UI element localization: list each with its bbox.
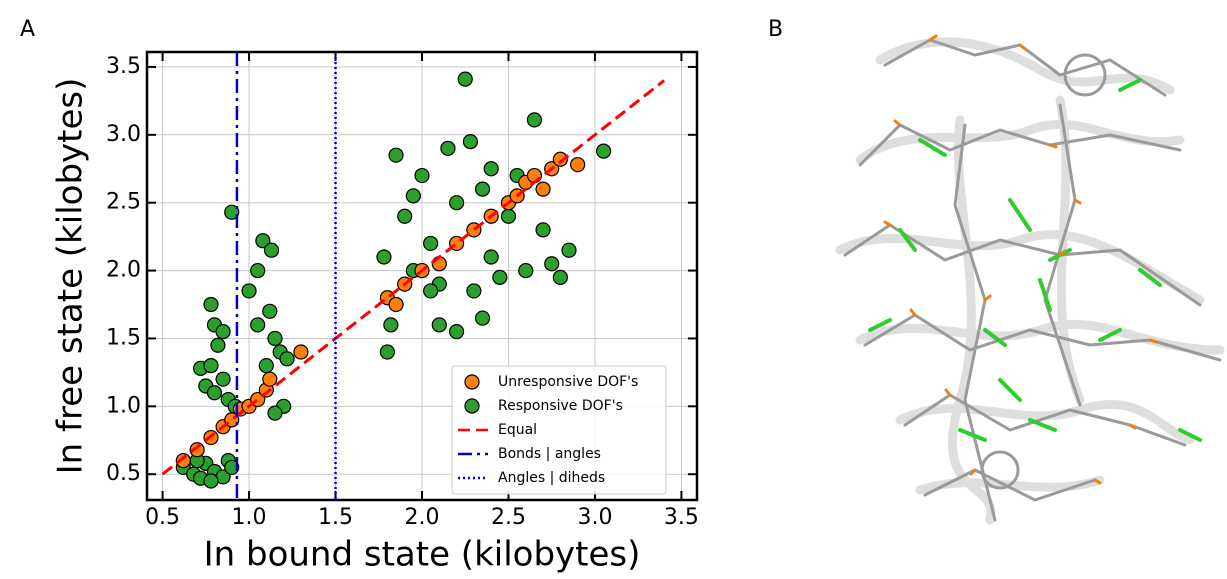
- point: [483, 161, 499, 177]
- x-tick-label: 2.5: [491, 505, 526, 530]
- legend-label: Unresponsive DOF's: [498, 374, 638, 390]
- point: [224, 204, 240, 220]
- y-tick-label: 3.5: [106, 54, 141, 79]
- point: [388, 147, 404, 163]
- point: [203, 473, 219, 489]
- y-tick-label: 2.0: [106, 258, 141, 283]
- point: [448, 324, 465, 340]
- point: [462, 134, 479, 150]
- point: [414, 167, 430, 184]
- reference-line: [161, 79, 666, 476]
- legend-label: Responsive DOF's: [498, 398, 623, 414]
- x-tick-label: 0.5: [145, 505, 180, 530]
- point: [376, 249, 392, 265]
- point: [466, 283, 482, 299]
- point: [518, 262, 534, 279]
- point: [423, 283, 439, 299]
- point: [526, 112, 543, 128]
- y-tick-label: 0.5: [106, 461, 141, 486]
- point: [431, 317, 447, 333]
- y-tick-label: 1.5: [106, 325, 141, 350]
- point: [267, 330, 283, 347]
- point: [383, 317, 399, 333]
- protein-structure: [835, 34, 1225, 525]
- point: [500, 208, 517, 224]
- point: [255, 233, 271, 249]
- point: [206, 385, 223, 401]
- point: [215, 371, 231, 387]
- point: [474, 181, 491, 197]
- x-tick-label: 1.0: [232, 505, 267, 530]
- point: [250, 262, 266, 279]
- y-tick-label: 3.0: [106, 122, 141, 147]
- plot-area: [161, 52, 666, 500]
- y-axis-label: In free state (kilobytes): [51, 78, 91, 475]
- x-tick-label: 3.0: [577, 505, 612, 530]
- point: [203, 358, 219, 374]
- point: [293, 344, 309, 360]
- point: [241, 283, 257, 299]
- point: [262, 303, 278, 319]
- y-tick-label: 1.0: [106, 393, 141, 418]
- legend-marker: [464, 374, 480, 390]
- point: [448, 195, 465, 211]
- legend-label: Angles | diheds: [498, 470, 605, 486]
- point: [570, 157, 586, 173]
- point: [423, 235, 439, 252]
- point: [379, 344, 396, 360]
- legend-label: Equal: [498, 422, 537, 438]
- point: [224, 459, 240, 476]
- point: [596, 143, 612, 159]
- point: [250, 317, 266, 333]
- point: [552, 269, 568, 285]
- point: [535, 222, 551, 238]
- point: [440, 140, 456, 156]
- plot-frame: [145, 50, 699, 502]
- point: [561, 242, 577, 258]
- point: [279, 351, 295, 367]
- point: [397, 208, 413, 224]
- point: [267, 405, 283, 421]
- point: [258, 358, 274, 374]
- panel-label: B: [768, 17, 783, 42]
- point: [203, 296, 219, 313]
- legend-label: Bonds | angles: [498, 446, 601, 462]
- x-tick-label: 2.0: [405, 505, 440, 530]
- point: [189, 442, 205, 458]
- point: [483, 249, 499, 265]
- point: [552, 151, 568, 167]
- point: [474, 310, 491, 326]
- point: [388, 296, 404, 313]
- point: [544, 256, 560, 272]
- y-tick-label: 2.5: [106, 190, 141, 215]
- point: [535, 181, 551, 197]
- point: [215, 324, 231, 340]
- x-axis-label: In bound state (kilobytes): [204, 535, 641, 575]
- point: [405, 188, 421, 204]
- point: [262, 371, 278, 387]
- legend-box: [451, 365, 667, 495]
- point: [175, 453, 191, 469]
- panel-label: A: [20, 17, 35, 42]
- x-tick-label: 1.5: [318, 505, 353, 530]
- legend-marker: [464, 398, 480, 414]
- point: [263, 242, 280, 258]
- point: [457, 71, 473, 87]
- x-tick-label: 3.5: [664, 505, 699, 530]
- point: [210, 337, 226, 353]
- point: [492, 269, 508, 285]
